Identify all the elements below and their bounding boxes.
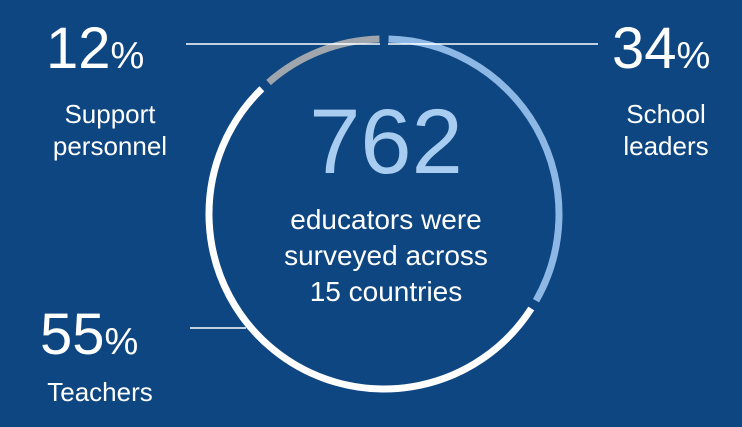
support-label: Support personnel — [20, 98, 200, 162]
leaders-percent-symbol: % — [676, 35, 711, 77]
support-percent: 12% — [46, 20, 144, 78]
teachers-label: Teachers — [20, 376, 180, 408]
leaders-percent: 34% — [612, 20, 710, 78]
teachers-arc — [205, 86, 535, 393]
support-percent-symbol: % — [110, 35, 145, 77]
caption-line-3: 15 countries — [309, 276, 463, 307]
leaders-label-line-2: leaders — [623, 131, 709, 161]
teachers-percent: 55% — [40, 306, 138, 364]
support-percent-value: 12 — [46, 16, 111, 81]
support-label-line-1: Support — [64, 99, 156, 129]
total-educators: 762 — [309, 91, 463, 193]
leaders-percent-value: 34 — [612, 16, 677, 81]
caption-line-1: educators were — [290, 204, 482, 235]
leaders-label: School leaders — [598, 98, 734, 162]
total-caption: educators were surveyed across 15 countr… — [256, 202, 516, 310]
teachers-label-line-1: Teachers — [47, 377, 153, 407]
teachers-percent-symbol: % — [104, 321, 139, 363]
leaders-arc — [388, 35, 563, 303]
support-label-line-2: personnel — [52, 131, 168, 161]
leaders-label-line-1: School — [626, 99, 706, 129]
teachers-percent-value: 55 — [40, 302, 105, 367]
support-arc — [266, 35, 380, 86]
caption-line-2: surveyed across — [284, 240, 488, 271]
